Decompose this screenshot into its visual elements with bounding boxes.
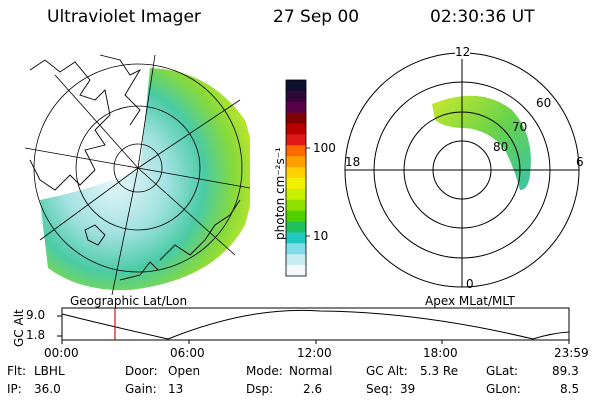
- glat-label: GLat:: [486, 364, 519, 378]
- color-bar: [286, 80, 306, 277]
- gcalt-value: 5.3 Re: [420, 364, 459, 378]
- lat-circle: [113, 143, 163, 193]
- colorbar-tick-10: 10: [313, 229, 329, 243]
- color-bar-segment: [286, 188, 306, 201]
- color-bar-segment: [286, 243, 306, 255]
- mlt-label-12: 12: [455, 45, 471, 59]
- instrument-title: Ultraviolet Imager: [47, 7, 201, 27]
- gain-label: Gain:: [125, 382, 157, 396]
- seq-value: 39: [400, 382, 416, 396]
- aurora-emission: [40, 68, 250, 291]
- color-bar-segment: [286, 101, 306, 114]
- timeline-y-tick-1: 1.8: [26, 328, 46, 342]
- meridian: [137, 167, 250, 189]
- color-bar-segment: [286, 178, 306, 190]
- color-bar-segment: [286, 254, 306, 266]
- meridian: [137, 99, 241, 169]
- glat-value: 89.3: [552, 364, 579, 378]
- color-bar-segment: [286, 210, 306, 223]
- altitude-timeline: [57, 307, 570, 344]
- timeline-x-tick: 23:59: [554, 346, 589, 360]
- geo-map-label: Geographic Lat/Lon: [70, 294, 188, 308]
- mlt-label-0: 0: [466, 277, 474, 291]
- timeline-x-tick: 18:00: [423, 346, 458, 360]
- mode-label: Mode:: [246, 364, 283, 378]
- geographic-map: [25, 54, 250, 295]
- timeline-x-tick: 06:00: [170, 346, 205, 360]
- lat-circle: [75, 105, 201, 231]
- flt-value: LBHL: [34, 364, 65, 378]
- colorbar-tick-100: 100: [313, 141, 336, 155]
- timeline-x-tick: 12:00: [297, 346, 332, 360]
- mlt-label-6: 6: [576, 155, 584, 169]
- color-bar-segment: [286, 199, 306, 212]
- ip-value: 36.0: [34, 382, 61, 396]
- mlt-label-18: 18: [345, 155, 361, 169]
- polar-aurora: [432, 95, 531, 190]
- ip-label: IP:: [7, 382, 22, 396]
- gcalt-label: GC Alt:: [366, 364, 408, 378]
- timeline-x-tick: 00:00: [44, 346, 79, 360]
- glon-value: 8.5: [560, 382, 580, 396]
- meridian: [111, 167, 139, 295]
- seq-label: Seq:: [366, 382, 393, 396]
- flt-label: Flt:: [7, 364, 26, 378]
- meridian: [137, 54, 156, 169]
- altitude-curve: [61, 309, 570, 340]
- coastline: [29, 59, 111, 191]
- color-bar-segment: [286, 232, 306, 244]
- coastline: [84, 224, 106, 246]
- door-value: Open: [168, 364, 201, 378]
- time-label: 02:30:36 UT: [430, 7, 535, 27]
- coastline: [119, 261, 159, 281]
- color-bar-segment: [286, 134, 306, 146]
- meridian: [54, 74, 139, 169]
- color-bar-segment: [286, 221, 306, 233]
- meridian: [137, 167, 236, 256]
- dsp-value: 2.6: [303, 382, 323, 396]
- timeline-y-tick-9: 9.0: [26, 308, 46, 322]
- lat-label-60: 60: [536, 96, 552, 110]
- color-bar-segment: [286, 156, 306, 168]
- door-label: Door:: [125, 364, 158, 378]
- glon-label: GLon:: [486, 382, 521, 396]
- colorbar-unit-label: photon cm⁻²s⁻¹: [273, 147, 287, 240]
- color-bar-segment: [286, 167, 306, 179]
- color-bar-frame: [285, 79, 307, 277]
- color-bar-segment: [286, 265, 306, 277]
- coastline: [159, 199, 241, 261]
- gain-value: 13: [168, 382, 184, 396]
- meridian: [39, 167, 139, 241]
- coastline: [99, 54, 142, 126]
- color-bar-segment: [286, 80, 306, 92]
- timeline-y-label: GC Alt: [12, 309, 26, 347]
- lat-circle: [33, 63, 243, 273]
- polar-map-label: Apex MLat/MLT: [425, 294, 515, 308]
- lat-label-70: 70: [512, 120, 528, 134]
- polar-map: [344, 52, 580, 288]
- color-bar-segment: [286, 90, 306, 103]
- color-bar-segment: [286, 123, 306, 135]
- color-bar-segment: [286, 145, 306, 157]
- timeline-frame: [61, 307, 570, 341]
- mode-value: Normal: [289, 364, 333, 378]
- dsp-label: Dsp:: [246, 382, 274, 396]
- color-bar-segment: [286, 112, 306, 125]
- lat-label-80: 80: [493, 140, 509, 154]
- meridian: [25, 147, 139, 169]
- date-label: 27 Sep 00: [273, 7, 360, 27]
